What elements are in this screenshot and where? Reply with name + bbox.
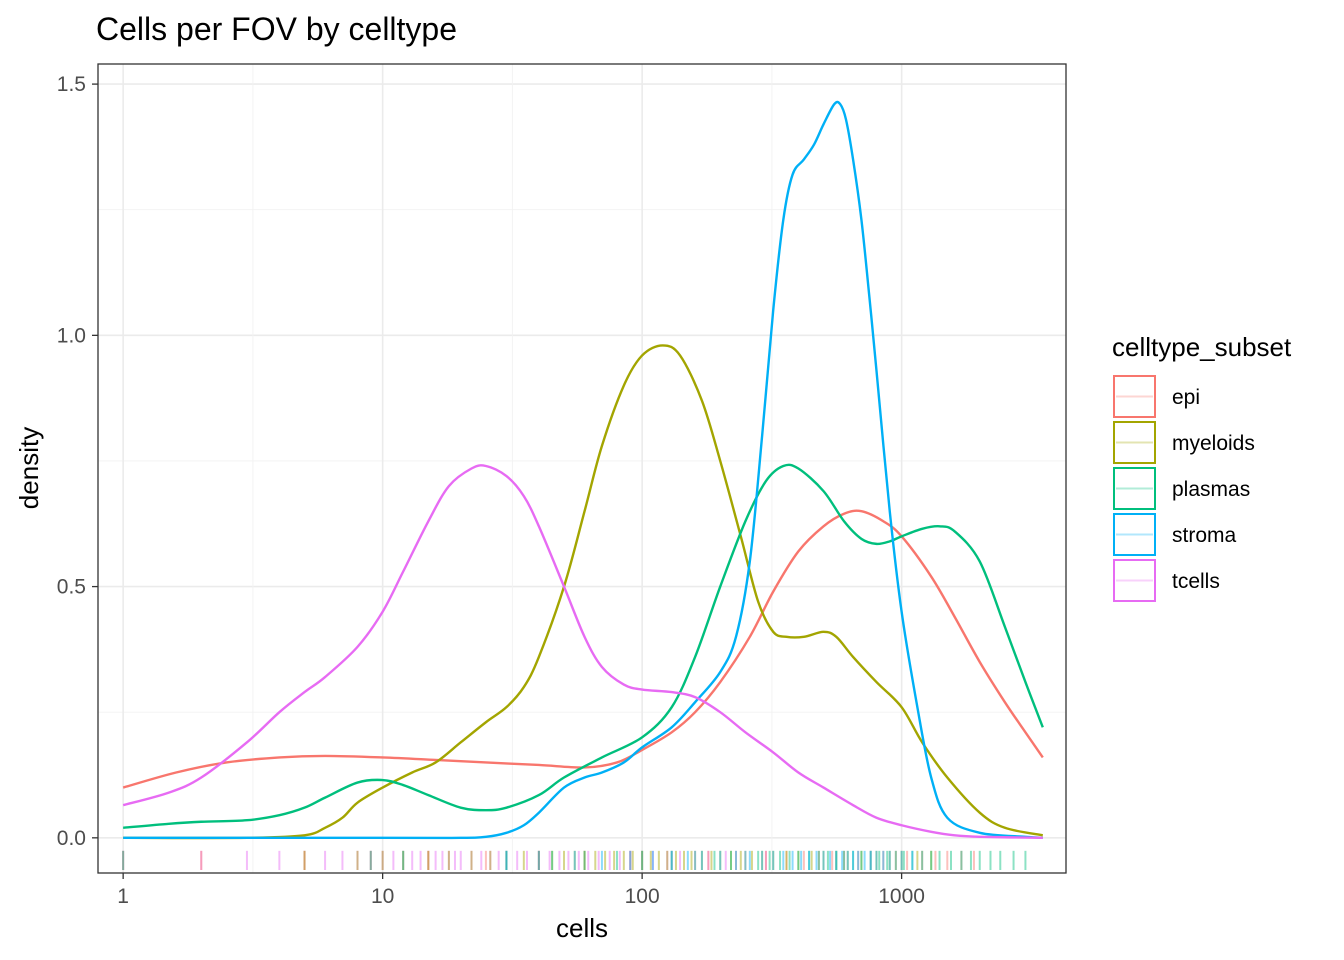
y-axis-title: density — [14, 427, 44, 509]
plot-panel — [98, 64, 1066, 873]
density-line-epi — [122, 509, 1044, 789]
x-axis-title: cells — [556, 913, 608, 943]
legend-label-plasmas: plasmas — [1172, 478, 1250, 501]
grid-lines — [98, 64, 1066, 873]
density-curves — [122, 100, 1044, 840]
y-tick-label: 1.5 — [57, 73, 86, 96]
legend-key-tcells — [1113, 559, 1156, 602]
legend-title: celltype_subset — [1112, 332, 1292, 362]
x-tick-label: 100 — [625, 885, 660, 908]
density-line-stroma — [123, 100, 1043, 840]
legend-label-myeloids: myeloids — [1172, 432, 1255, 455]
y-axis: 0.0 0.5 1.0 1.5 — [57, 73, 98, 850]
density-line-myeloids — [123, 344, 1044, 840]
rug-marks — [122, 850, 1027, 870]
chart-title: Cells per FOV by celltype — [96, 11, 457, 47]
y-tick-label: 1.0 — [57, 324, 86, 347]
x-tick-label: 1000 — [878, 885, 925, 908]
legend-key-epi — [1113, 375, 1156, 418]
legend-key-stroma — [1113, 513, 1156, 556]
x-axis: 1 10 100 1000 — [117, 873, 925, 908]
legend: epi myeloids plasmas stroma tcells — [1113, 375, 1255, 602]
x-tick-label: 1 — [117, 885, 129, 908]
legend-label-stroma: stroma — [1172, 524, 1237, 547]
legend-label-epi: epi — [1172, 386, 1200, 409]
y-tick-label: 0.5 — [57, 576, 86, 599]
density-line-tcells — [122, 464, 1043, 840]
x-tick-label: 10 — [371, 885, 394, 908]
density-line-plasmas — [123, 463, 1044, 829]
panel-border — [97, 63, 1067, 874]
legend-key-myeloids — [1113, 421, 1156, 464]
legend-key-plasmas — [1113, 467, 1156, 510]
y-tick-label: 0.0 — [57, 827, 86, 850]
legend-label-tcells: tcells — [1172, 570, 1220, 593]
